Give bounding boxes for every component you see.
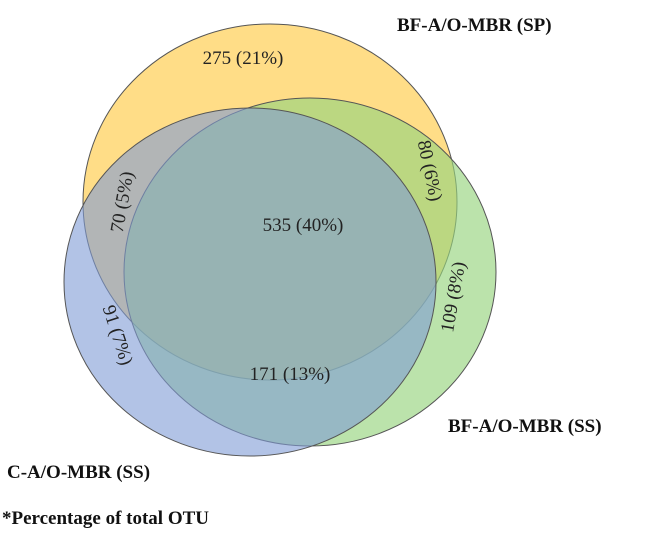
set-sp-label: BF-A/O-MBR (SP) xyxy=(397,15,552,36)
set-c-circle xyxy=(63,107,437,457)
footnote: *Percentage of total OTU xyxy=(2,508,210,529)
region-all: 535 (40%) xyxy=(263,215,344,236)
set-c-label: C-A/O-MBR (SS) xyxy=(7,462,150,483)
set-ss-label: BF-A/O-MBR (SS) xyxy=(448,416,602,437)
region-sp-only: 275 (21%) xyxy=(203,48,284,69)
region-ss-c: 171 (13%) xyxy=(250,364,331,385)
